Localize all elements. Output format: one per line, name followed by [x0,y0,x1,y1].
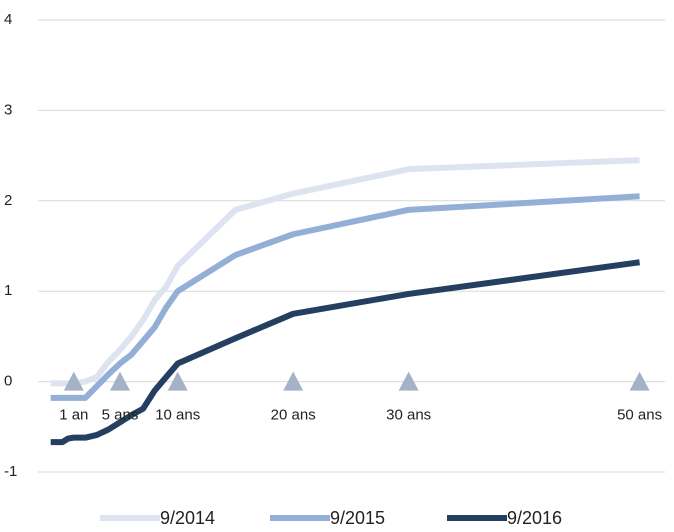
x-tick-marker [167,371,188,391]
y-tick-label: -1 [4,463,17,480]
x-tick-label: 30 ans [386,407,431,424]
series-line [50,259,641,446]
x-tick-marker [63,371,84,391]
x-tick-label: 1 an [59,407,88,424]
legend-text: 9/2016 [507,508,562,528]
y-tick-label: 1 [4,282,12,299]
x-tick-label: 20 ans [271,407,316,424]
y-tick-label: 0 [4,373,12,390]
y-tick-label: 3 [4,101,12,118]
x-tick-marker [109,371,130,391]
x-tick-label: 10 ans [155,407,200,424]
y-tick-label: 2 [4,192,12,209]
series-line [50,193,640,401]
x-tick-label: 5 ans [102,407,139,424]
y-tick-label: 4 [4,11,12,28]
x-tick-label: 50 ans [617,407,662,424]
legend-text: 9/2015 [330,508,385,528]
x-tick-marker [629,371,650,391]
x-tick-marker [283,371,304,391]
x-tick-marker [398,371,419,391]
legend-text: 9/2014 [160,508,215,528]
